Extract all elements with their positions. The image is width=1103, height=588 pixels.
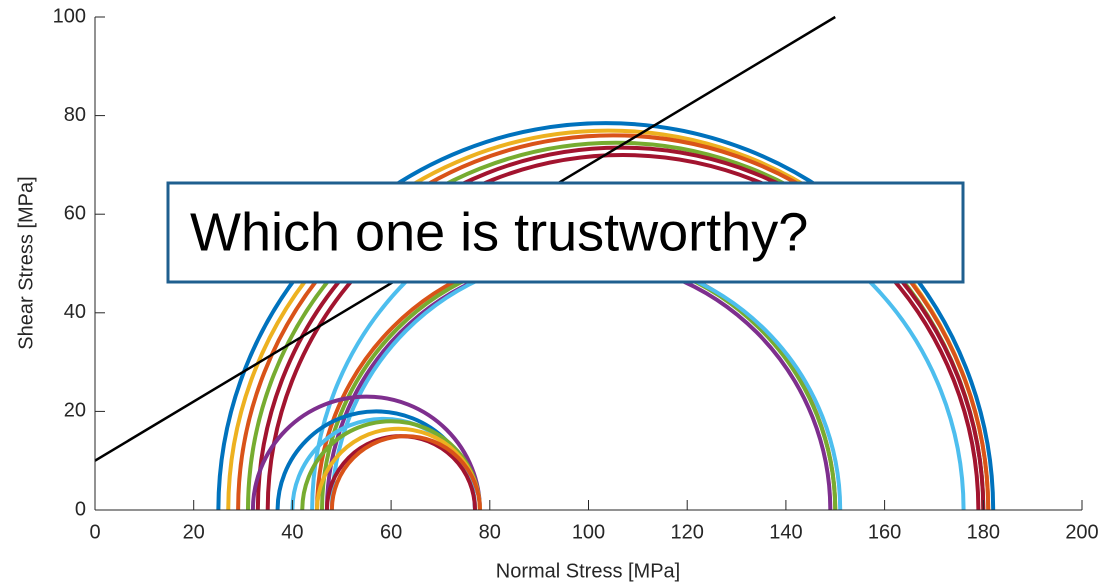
x-tick-label: 120 <box>671 521 704 543</box>
y-tick-label: 0 <box>75 498 86 520</box>
mohr-circle <box>324 256 833 511</box>
mohr-circle <box>216 121 996 511</box>
x-tick-label: 200 <box>1065 521 1098 543</box>
x-tick-label: 140 <box>769 521 802 543</box>
x-tick-label: 20 <box>183 521 205 543</box>
annotation: Which one is trustworthy? <box>190 202 808 262</box>
x-tick-label: 180 <box>967 521 1000 543</box>
mohr-circle <box>250 394 482 511</box>
x-tick-label: 80 <box>479 521 501 543</box>
mohr-circle <box>329 254 843 511</box>
x-tick-label: 40 <box>281 521 303 543</box>
y-tick-label: 40 <box>64 301 86 323</box>
mohr-circle <box>265 153 981 511</box>
y-tick-label: 80 <box>64 104 86 126</box>
x-tick-label: 160 <box>868 521 901 543</box>
y-axis-label: Shear Stress [MPa] <box>15 176 37 349</box>
mohr-circle <box>320 251 838 511</box>
mohr-circle <box>290 416 477 511</box>
mohr-circle <box>315 249 838 511</box>
y-tick-label: 20 <box>64 400 86 422</box>
x-tick-label: 100 <box>572 521 605 543</box>
mohr-circle <box>236 133 991 511</box>
x-tick-label: 60 <box>380 521 402 543</box>
x-axis-label: Normal Stress [MPa] <box>496 560 680 582</box>
y-tick-label: 100 <box>53 5 86 27</box>
y-tick-label: 60 <box>64 202 86 224</box>
mohr-circle <box>329 434 482 511</box>
annotation-box <box>166 181 965 284</box>
x-tick-label: 0 <box>89 521 100 543</box>
